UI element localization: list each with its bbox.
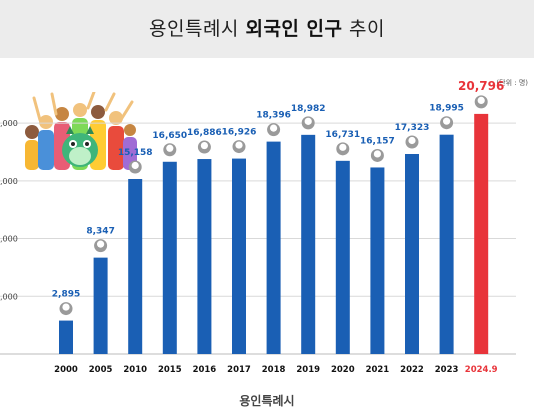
bar [301,134,316,354]
person-icon-face [131,161,139,170]
x-tick-label: 2000 [54,365,78,375]
person-icon-face [408,136,416,145]
person-icon-face [270,124,278,132]
title-band: 용인특례시 외국인 인구 추이 [0,0,534,58]
person-icon-face [443,117,451,125]
bar [335,160,350,354]
x-tick-label: 2005 [89,365,113,375]
person-icon-face [304,117,312,125]
bar [59,320,73,354]
person-icon-face [339,143,347,151]
value-label: 16,157 [360,136,395,146]
person-icon-face [62,303,70,311]
x-tick-label: 2016 [193,365,217,375]
x-tick-label: 2015 [158,365,182,375]
bar [266,141,281,354]
bar [405,153,419,354]
value-label: 18,995 [429,104,464,114]
person-icon-face [166,144,174,152]
person-icon-face [235,141,243,149]
bar-chart: ,000 ,000 ,000 ,000 2,895 2000 8,347 2005 15,158… [0,79,516,375]
bar [439,134,454,354]
x-tick-label: 2024.9 [465,365,498,375]
bar [128,178,143,354]
person-icon-face [200,141,208,150]
value-label: 20,796 [458,79,504,93]
bar [232,158,246,354]
x-tick-label: 2010 [123,365,147,375]
x-tick-label: 2021 [366,365,390,375]
bar [197,159,212,354]
value-label: 18,396 [256,111,291,121]
value-label: 18,982 [291,104,326,114]
value-label: 17,323 [395,123,430,133]
x-tick-label: 2018 [262,365,286,375]
unit-label: (단위 : 명) [496,79,528,87]
x-tick-label: 2022 [400,365,424,375]
x-tick-label: 2019 [296,365,320,375]
page-title-part-2: 추이 [342,18,385,40]
person-icon-face [97,240,105,248]
footer-logo: 용인특례시 [239,394,295,408]
y-tick-label: ,000 [0,292,18,301]
value-label: 15,158 [118,148,153,158]
bar [474,113,489,354]
y-tick-label: ,000 [0,177,18,186]
page-title-part-1: 용인특례시 [149,18,246,40]
value-label: 2,895 [52,290,80,300]
y-tick-label: ,000 [0,119,18,128]
value-label: 16,650 [152,131,187,141]
value-label: 8,347 [86,227,114,237]
dragon-mascot-icon [62,126,98,167]
person-icon-face [477,96,485,105]
bar [162,161,177,354]
x-tick-label: 2020 [331,365,355,375]
x-tick-label: 2023 [435,365,459,375]
x-tick-label: 2017 [227,365,251,375]
page-title-bold: 외국인 인구 [245,18,343,40]
value-label: 16,926 [222,128,257,138]
person-icon-face [373,150,381,158]
value-label: 16,886 [187,128,222,138]
value-label: 16,731 [325,130,360,140]
crowd-illustration [25,92,137,170]
bar [370,167,385,354]
y-tick-label: ,000 [0,235,18,244]
bar [93,257,108,354]
